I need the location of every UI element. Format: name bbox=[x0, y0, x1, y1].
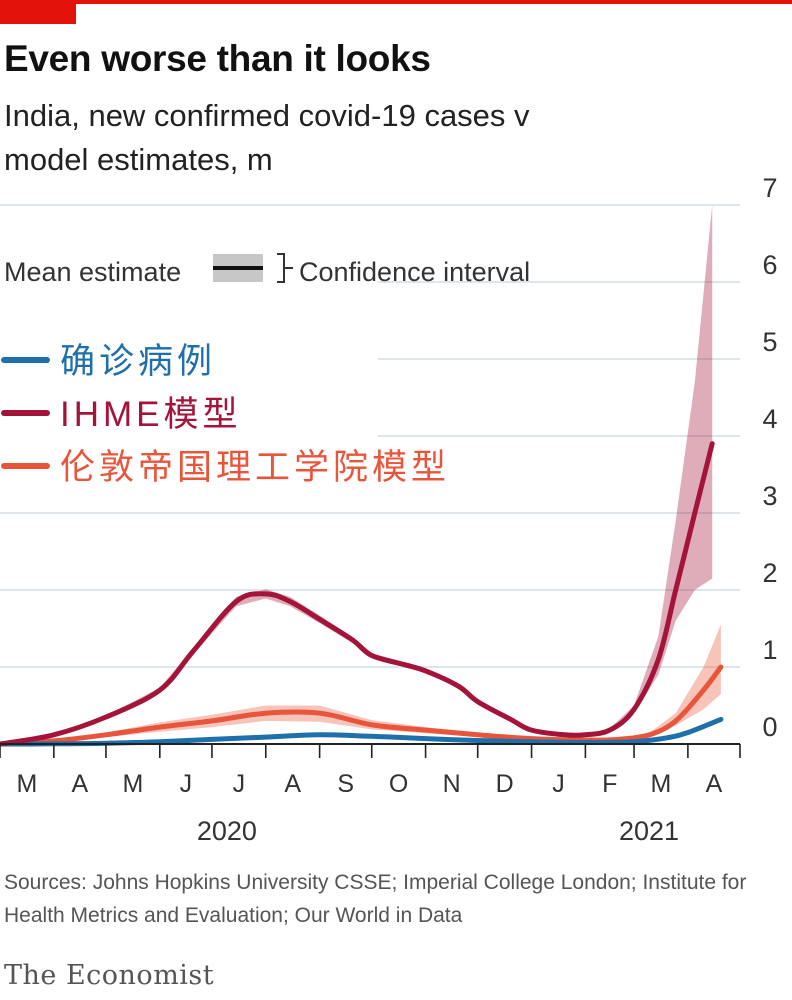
y-tick-label-1: 1 bbox=[762, 635, 777, 665]
x-month-label: M bbox=[17, 770, 38, 798]
publisher-brand: The Economist bbox=[4, 960, 215, 991]
x-month-label: M bbox=[122, 770, 143, 798]
x-month-label: J bbox=[233, 770, 246, 798]
x-month-label: S bbox=[337, 770, 354, 798]
legend-mean-estimate-label: Mean estimate bbox=[4, 257, 181, 287]
x-year-label-2020: 2020 bbox=[197, 816, 257, 846]
legend-confidence-interval-label: Confidence interval bbox=[299, 257, 530, 287]
brand-bar-tag bbox=[0, 0, 76, 24]
chart-subtitle: India, new confirmed covid-19 cases v mo… bbox=[4, 98, 530, 177]
y-tick-label-7: 7 bbox=[762, 173, 777, 203]
x-month-label: O bbox=[389, 770, 408, 798]
x-month-label: J bbox=[552, 770, 565, 798]
chart-title: Even worse than it looks bbox=[4, 38, 431, 79]
y-tick-label-0: 0 bbox=[762, 712, 777, 742]
confidence-band-series-1 bbox=[0, 205, 713, 744]
y-axis-tick-labels: 0 1 2 3 4 5 6 7 bbox=[762, 173, 777, 742]
y-tick-label-2: 2 bbox=[762, 558, 777, 588]
series-lines bbox=[0, 441, 724, 747]
series-line-1 bbox=[0, 441, 715, 747]
x-year-label-2021: 2021 bbox=[619, 816, 679, 846]
x-month-label: A bbox=[72, 770, 89, 798]
y-tick-label-6: 6 bbox=[762, 250, 777, 280]
legend-label-0: 确诊病例 bbox=[60, 342, 216, 381]
y-tick-label-4: 4 bbox=[762, 404, 777, 434]
source-note: Sources: Johns Hopkins University CSSE; … bbox=[4, 871, 747, 927]
legend-bracket bbox=[277, 253, 293, 283]
y-tick-label-5: 5 bbox=[762, 327, 777, 357]
brand-bar-line bbox=[0, 0, 792, 4]
x-month-label: M bbox=[651, 770, 672, 798]
x-month-label: J bbox=[180, 770, 193, 798]
x-month-label: A bbox=[284, 770, 301, 798]
legend-label-2: 伦敦帝国理工学院模型 bbox=[60, 448, 450, 487]
legend-key: Mean estimate Confidence interval bbox=[4, 253, 530, 287]
series-line-0 bbox=[0, 716, 724, 747]
x-month-label: F bbox=[602, 770, 617, 798]
legend-label-1: IHME模型 bbox=[60, 395, 242, 434]
x-month-label: A bbox=[706, 770, 723, 798]
gridlines bbox=[0, 204, 740, 668]
x-axis: M A M J J A S O N D J F M A 2020 2021 bbox=[0, 743, 741, 846]
line-chart: 0 1 2 3 4 5 6 7 M A M J J A S O N D J F M A 2020 2021 Mean est… bbox=[0, 173, 778, 846]
y-tick-label-3: 3 bbox=[762, 481, 777, 511]
series-line-2 bbox=[0, 664, 724, 747]
x-month-label: D bbox=[496, 770, 514, 798]
x-month-label: N bbox=[443, 770, 461, 798]
